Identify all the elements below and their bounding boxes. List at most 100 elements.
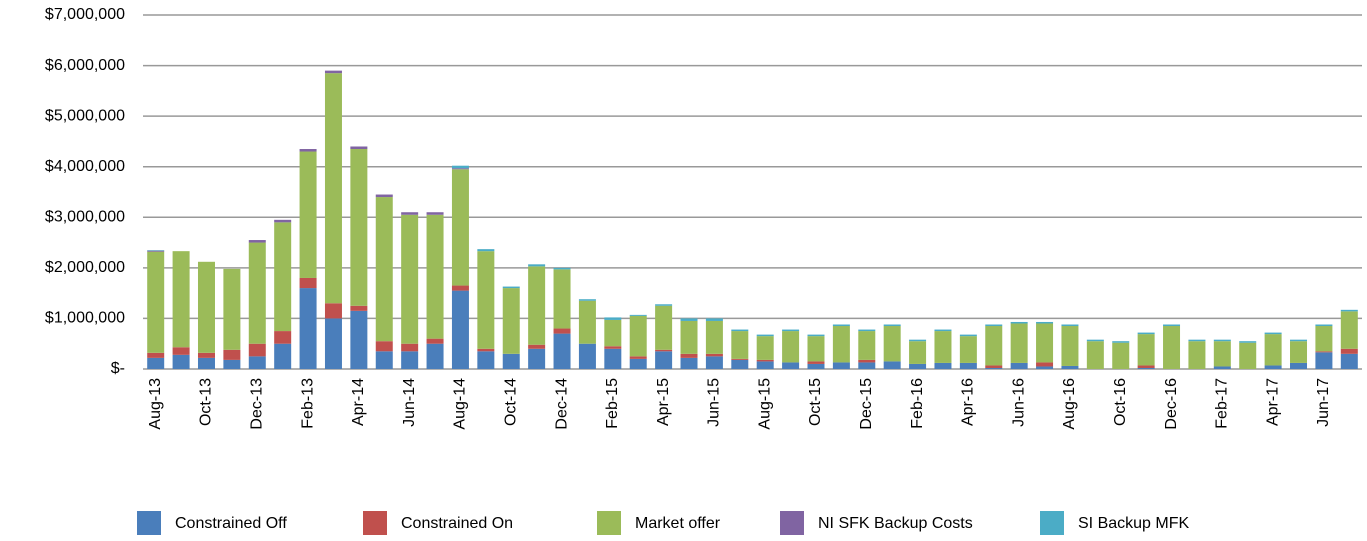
- bar-segment: [324, 303, 342, 319]
- y-tick-label: $4,000,000: [45, 158, 125, 175]
- bar-segment: [832, 326, 850, 363]
- x-tick-label: Jun-17: [1315, 378, 1332, 427]
- bar-segment: [1086, 339, 1104, 342]
- bar-segment: [172, 251, 190, 348]
- bar-segment: [553, 269, 571, 329]
- bar-segment: [477, 351, 495, 369]
- bar-segment: [324, 70, 342, 74]
- bar-segment: [731, 329, 749, 332]
- bar-segment: [655, 304, 673, 306]
- x-tick-label: Feb-15: [604, 378, 621, 429]
- bar-segment: [1315, 352, 1333, 369]
- bar-segment: [375, 194, 393, 198]
- bar-segment: [1340, 353, 1358, 369]
- bar-segment: [1264, 334, 1282, 366]
- bar-segment: [578, 300, 596, 344]
- legend-label: Market offer: [635, 515, 721, 532]
- legend-label: SI Backup MFK: [1078, 515, 1189, 532]
- bar-segment: [147, 250, 165, 251]
- bar-segment: [426, 214, 444, 339]
- bar-segment: [1239, 341, 1257, 343]
- bar-segment: [680, 353, 698, 358]
- bar-segment: [1213, 341, 1231, 367]
- bar-segment: [731, 331, 749, 359]
- bar-segment: [1315, 326, 1333, 352]
- bar-segment: [451, 165, 469, 169]
- bar-segment: [1340, 311, 1358, 349]
- bar-segment: [629, 315, 647, 357]
- bar-segment: [756, 334, 774, 337]
- bar-segment: [1188, 341, 1206, 369]
- bar-segment: [858, 359, 876, 363]
- bar-segment: [1137, 367, 1155, 369]
- legend-label: Constrained On: [401, 515, 513, 532]
- legend-label: Constrained Off: [175, 515, 287, 532]
- bar-segment: [502, 286, 520, 289]
- bar-segment: [451, 169, 469, 286]
- bar-segment: [1264, 365, 1282, 369]
- bar-segment: [680, 320, 698, 354]
- bar-segment: [782, 331, 800, 363]
- x-tick-label: Apr-14: [350, 378, 367, 426]
- bar-segment: [731, 358, 749, 360]
- x-tick-label: Aug-16: [1061, 378, 1078, 430]
- bar-segment: [350, 149, 368, 306]
- bar-segment: [477, 348, 495, 352]
- bar-segment: [375, 341, 393, 352]
- bar-segment: [274, 219, 292, 223]
- bar-segment: [629, 356, 647, 359]
- bar-segment: [1188, 339, 1206, 342]
- bar-segment: [1290, 341, 1308, 363]
- bar-segment: [985, 365, 1003, 368]
- bar-segment: [883, 361, 901, 369]
- bar-segment: [1061, 326, 1079, 366]
- bar-segment: [756, 361, 774, 369]
- bar-segment: [934, 329, 952, 332]
- bar-segment: [756, 336, 774, 360]
- bar-segment: [1036, 321, 1054, 324]
- x-tick-label: Dec-13: [249, 378, 266, 430]
- bar-segment: [705, 353, 723, 357]
- bar-segment: [299, 149, 317, 152]
- bar-segment: [324, 73, 342, 304]
- bar-segment: [451, 168, 469, 170]
- bar-segment: [832, 324, 850, 327]
- bar-segment: [807, 334, 825, 337]
- bar-segment: [172, 347, 190, 355]
- bar-segment: [1163, 326, 1181, 369]
- bar-segment: [299, 288, 317, 369]
- bar-segment: [1239, 342, 1257, 369]
- y-tick-label: $3,000,000: [45, 209, 125, 226]
- y-tick-label: $6,000,000: [45, 57, 125, 74]
- bar-segment: [655, 349, 673, 352]
- x-tick-label: Dec-15: [858, 378, 875, 430]
- bar-segment: [1315, 351, 1333, 353]
- bar-segment: [1290, 339, 1308, 342]
- bar-segment: [553, 333, 571, 369]
- bar-segment: [375, 351, 393, 369]
- bar-segment: [1112, 341, 1130, 343]
- bar-segment: [502, 288, 520, 354]
- bar-segment: [858, 329, 876, 332]
- bar-segment: [680, 357, 698, 369]
- bar-segment: [248, 240, 266, 243]
- legend-swatch: [597, 511, 621, 535]
- bar-segment: [604, 319, 622, 347]
- bar-segment: [680, 318, 698, 321]
- bar-segment: [477, 249, 495, 252]
- bar-segment: [909, 339, 927, 342]
- bar-segment: [1315, 324, 1333, 327]
- bar-segment: [1010, 321, 1028, 324]
- bar-segment: [604, 348, 622, 369]
- bar-segment: [274, 343, 292, 369]
- bar-segment: [1010, 362, 1028, 369]
- legend-swatch: [137, 511, 161, 535]
- bar-segment: [401, 214, 419, 344]
- bar-segment: [1061, 324, 1079, 327]
- bar-segment: [1112, 342, 1130, 369]
- bar-segment: [553, 267, 571, 270]
- bar-segment: [1264, 332, 1282, 335]
- bar-segment: [248, 343, 266, 357]
- x-tick-label: Jun-15: [706, 378, 723, 427]
